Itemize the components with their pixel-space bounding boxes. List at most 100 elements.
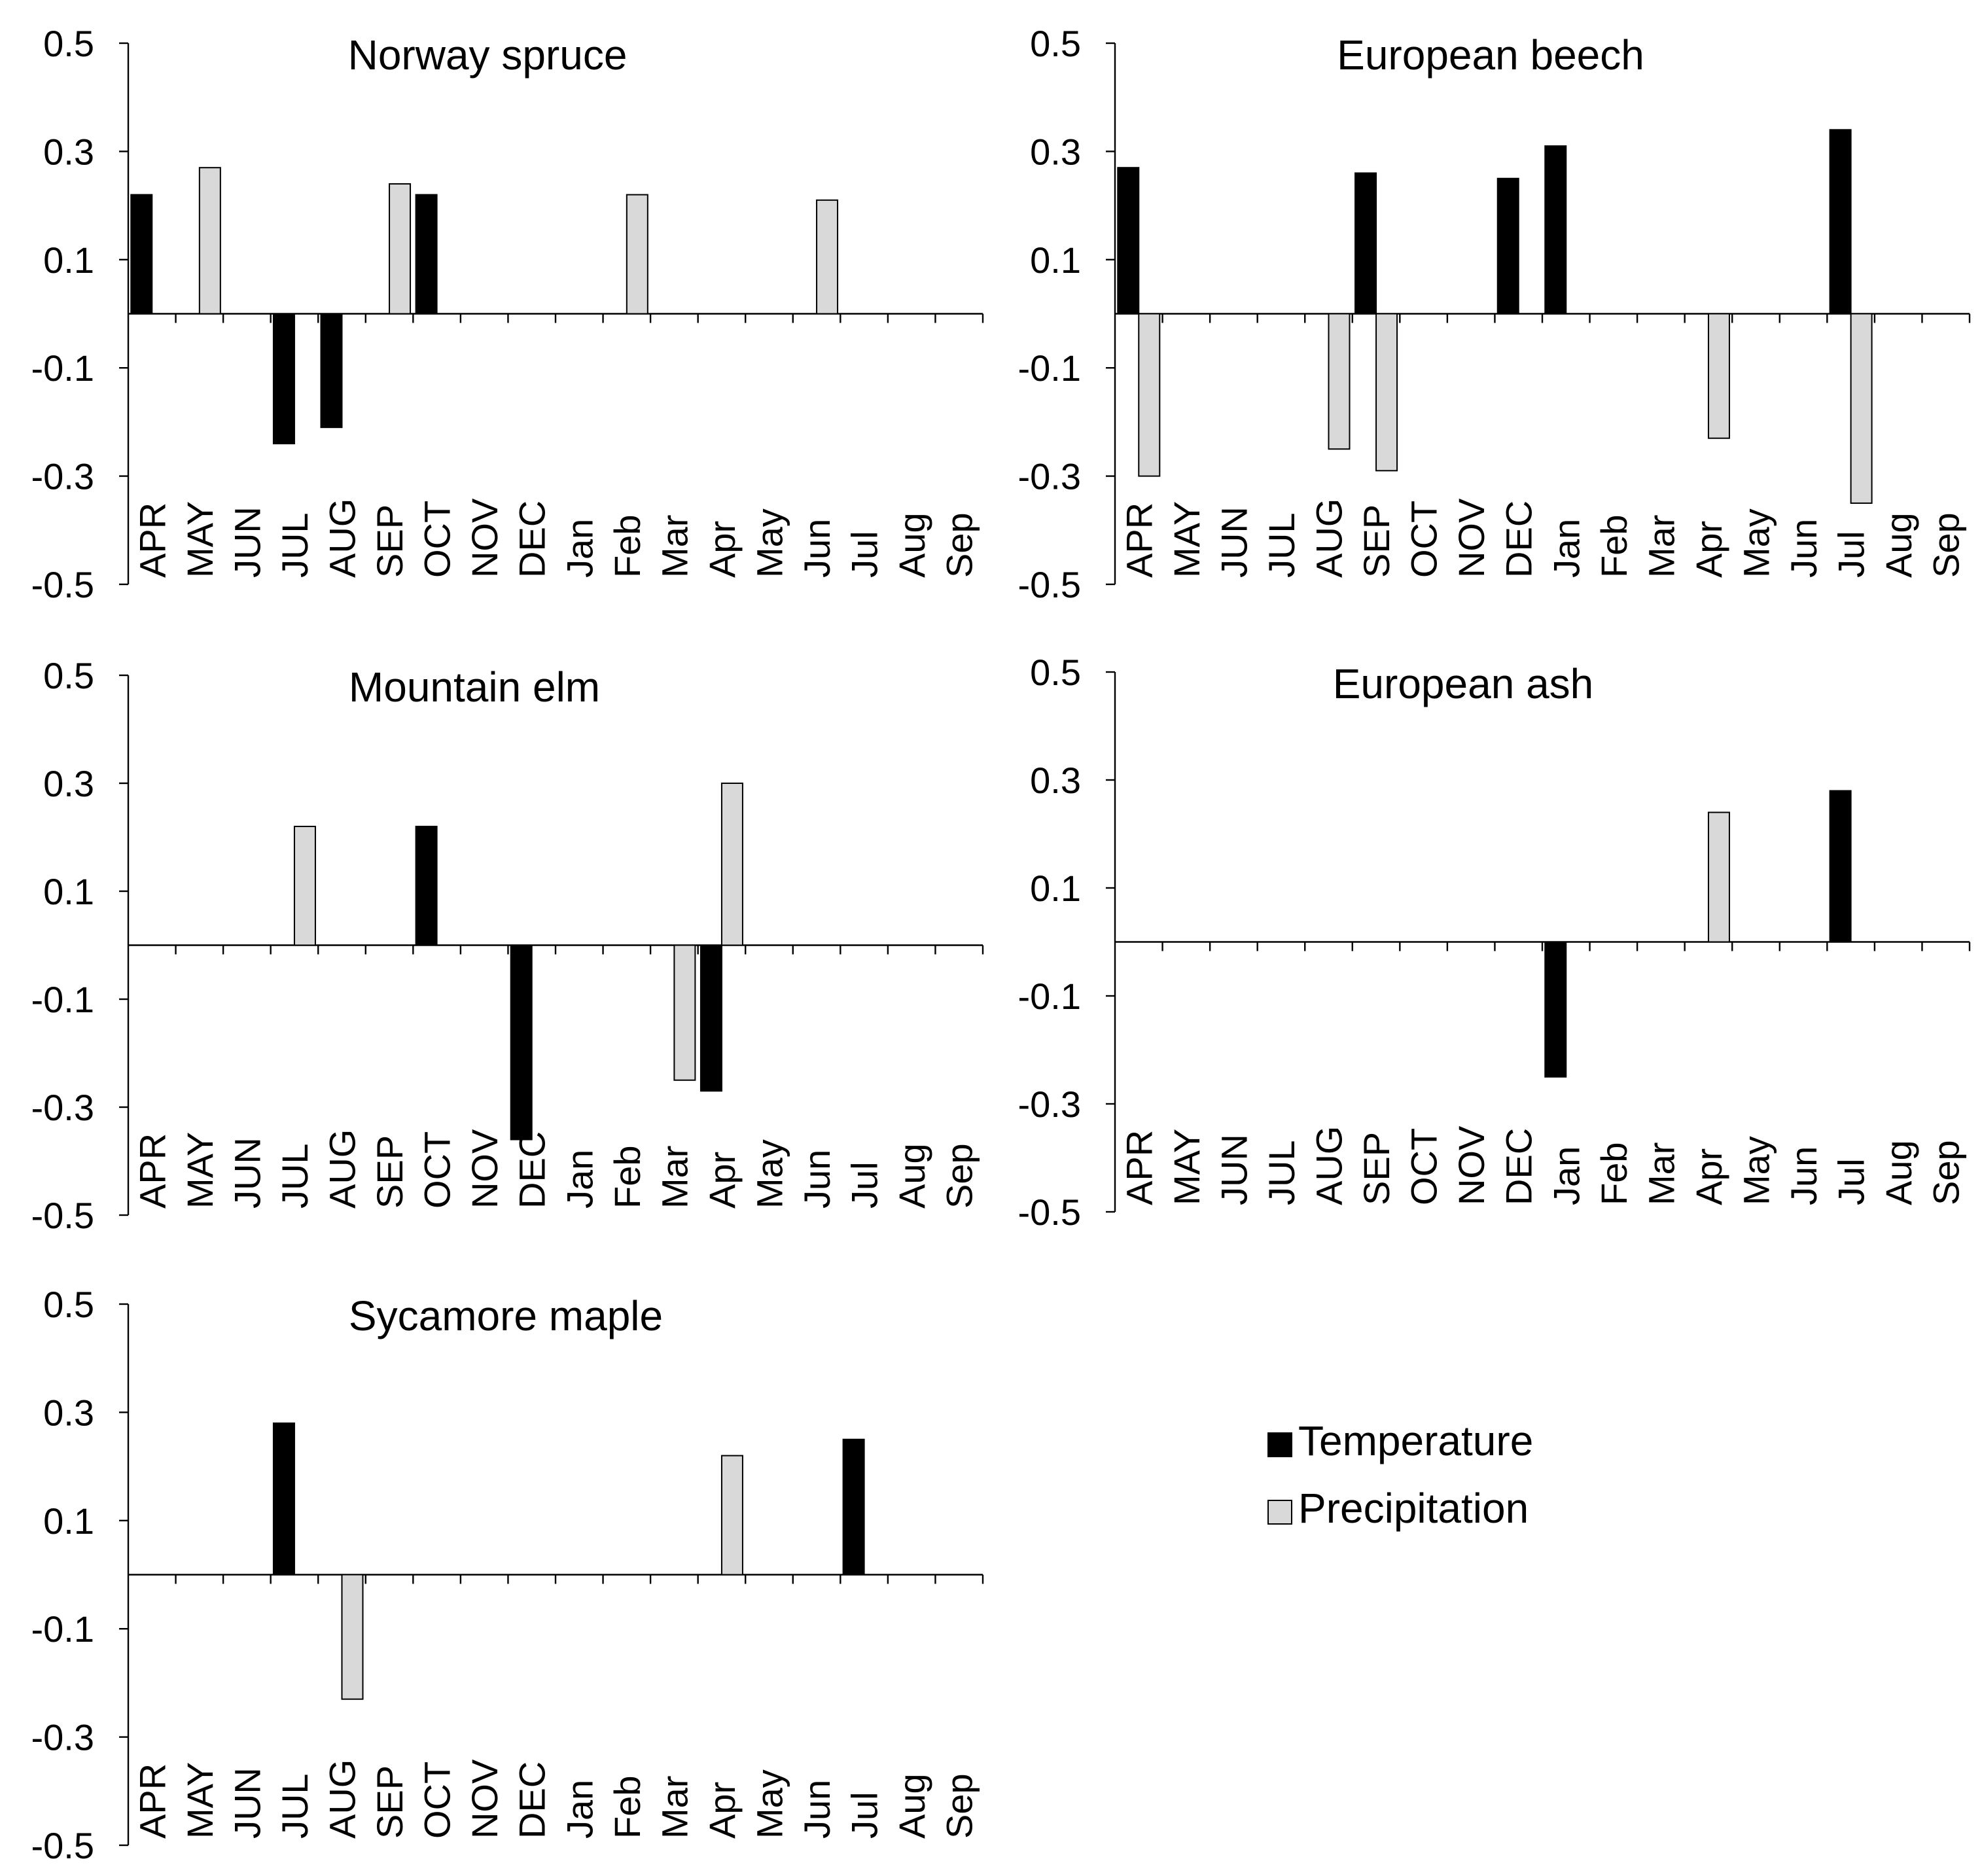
x-tick-label: Jun (796, 519, 838, 578)
x-tick-label: APR (132, 1133, 173, 1209)
chart-title: European beech (1337, 31, 1644, 79)
x-tick-label: AUG (1309, 1126, 1350, 1205)
legend-swatch (1267, 1500, 1292, 1525)
x-tick-label: MAY (1166, 1129, 1207, 1205)
x-tick-label: OCT (417, 501, 458, 578)
x-tick-label: APR (1118, 503, 1159, 578)
x-tick-label: DEC (512, 1761, 553, 1839)
y-tick-label: 0.5 (1030, 652, 1081, 693)
x-tick-label: SEP (369, 1765, 410, 1839)
x-tick-label: Aug (891, 1143, 932, 1209)
x-tick-label: Jul (844, 531, 885, 578)
bar-precipitation-apr-12 (1707, 811, 1730, 943)
x-tick-label: Jun (1783, 519, 1824, 578)
y-tick-label: -0.3 (1018, 456, 1082, 497)
y-tick-label: -0.5 (31, 1825, 95, 1866)
x-tick-label: NOV (464, 498, 505, 578)
panel-norway-spruce: 0.5 0.3 0.1 -0.1 -0.3 -0.5 APR MAY JUN JUL AUG SEP O… (31, 23, 984, 605)
x-tick-label: Apr (701, 521, 743, 578)
chart-title: Sycamore maple (349, 1292, 663, 1339)
x-tick-label: Jan (559, 1780, 600, 1839)
bar-temperature-sep-5 (1354, 172, 1377, 315)
bar-precipitation-aug-4 (1328, 313, 1351, 450)
bar-precipitation-apr-0 (1138, 313, 1161, 477)
bar-precipitation-mar-11 (673, 944, 696, 1081)
y-tick-label: 0.1 (43, 871, 94, 912)
x-tick-label: SEP (1356, 504, 1397, 578)
panel-european-beech: 0.5 0.3 0.1 -0.1 -0.3 -0.5 APR MAY JUN JUL AUG SEP O… (1018, 23, 1971, 605)
x-tick-label: Jul (1831, 1158, 1872, 1205)
x-tick-label: JUL (274, 512, 315, 578)
y-tick-label: -0.1 (31, 1608, 95, 1650)
y-tick-label: -0.5 (31, 1195, 95, 1236)
bar-temperature-jul-15 (842, 1438, 865, 1576)
bar-precipitation-aug-4 (341, 1574, 364, 1700)
y-tick-label: 0.5 (43, 1284, 94, 1325)
chart-title: Mountain elm (349, 664, 600, 711)
x-tick-label: DEC (1498, 1128, 1540, 1205)
chart-title: European ash (1333, 660, 1594, 707)
y-tick-label: 0.1 (43, 1500, 94, 1542)
x-tick-label: JUL (274, 1773, 315, 1839)
x-tick-label: NOV (464, 1759, 505, 1839)
x-tick-label: Feb (1593, 1142, 1635, 1206)
x-tick-label: DEC (512, 501, 553, 578)
x-tick-label: Jul (844, 1161, 885, 1209)
bar-temperature-jul-15 (1829, 129, 1852, 315)
bar-precipitation-may-1 (198, 167, 221, 315)
x-tick-label: Apr (701, 1782, 743, 1839)
x-tick-label: MAY (1166, 501, 1207, 578)
x-tick-label: DEC (1498, 501, 1540, 578)
bar-precipitation-jun-14 (816, 199, 839, 315)
x-tick-label: MAY (179, 1132, 221, 1209)
x-tick-label: Sep (1926, 512, 1967, 578)
x-tick-label: Sep (939, 512, 980, 578)
bar-temperature-aug-4 (320, 313, 343, 429)
y-tick-label: -0.5 (31, 564, 95, 605)
y-tick-label: 0.5 (43, 655, 94, 696)
x-tick-label: OCT (417, 1131, 458, 1209)
bar-precipitation-feb-10 (626, 194, 648, 315)
y-tick-label: 0.3 (43, 1392, 94, 1433)
x-tick-label: JUL (1261, 512, 1302, 578)
y-tick-label: -0.3 (1018, 1084, 1082, 1125)
x-tick-label: Jan (559, 1150, 600, 1209)
x-tick-label: Sep (939, 1143, 980, 1209)
x-tick-label: AUG (322, 1129, 363, 1209)
x-tick-label: SEP (369, 1135, 410, 1209)
bar-precipitation-apr-12 (1707, 313, 1730, 439)
y-tick-label: 0.5 (43, 23, 94, 64)
x-tick-label: Jul (1831, 531, 1872, 578)
bar-temperature-oct-6 (415, 826, 438, 946)
x-tick-label: Jan (1546, 519, 1587, 578)
x-tick-label: JUN (226, 506, 268, 578)
x-tick-label: Aug (1878, 512, 1919, 578)
x-tick-label: Aug (891, 512, 932, 578)
x-tick-label: Feb (607, 1776, 648, 1839)
x-tick-label: JUN (226, 1137, 268, 1209)
legend-label: Temperature (1298, 1417, 1533, 1464)
x-tick-label: Feb (607, 515, 648, 578)
bar-temperature-jul-15 (1829, 790, 1852, 943)
y-tick-label: -0.3 (31, 1087, 95, 1128)
x-tick-label: Mar (654, 1146, 695, 1209)
bar-temperature-jan-9 (1544, 145, 1567, 315)
y-tick-label: 0.1 (1030, 868, 1081, 909)
bar-temperature-jul-3 (272, 1422, 295, 1576)
x-tick-label: May (749, 508, 790, 578)
bar-precipitation-sep-5 (389, 183, 412, 315)
x-tick-label: Apr (1688, 1148, 1729, 1205)
chart-title: Norway spruce (348, 31, 628, 79)
x-tick-label: AUG (1309, 499, 1350, 578)
y-tick-label: -0.5 (1018, 1192, 1082, 1233)
legend-item-temperature: Temperature (1267, 1417, 1533, 1464)
x-tick-label: Mar (654, 1776, 695, 1839)
x-tick-label: SEP (1356, 1132, 1397, 1205)
x-tick-label: Mar (1640, 515, 1682, 578)
x-tick-label: Mar (654, 515, 695, 578)
x-tick-label: Aug (891, 1773, 932, 1839)
bar-temperature-jul-3 (272, 313, 295, 444)
x-tick-label: Sep (939, 1773, 980, 1839)
x-tick-label: NOV (1451, 498, 1492, 578)
